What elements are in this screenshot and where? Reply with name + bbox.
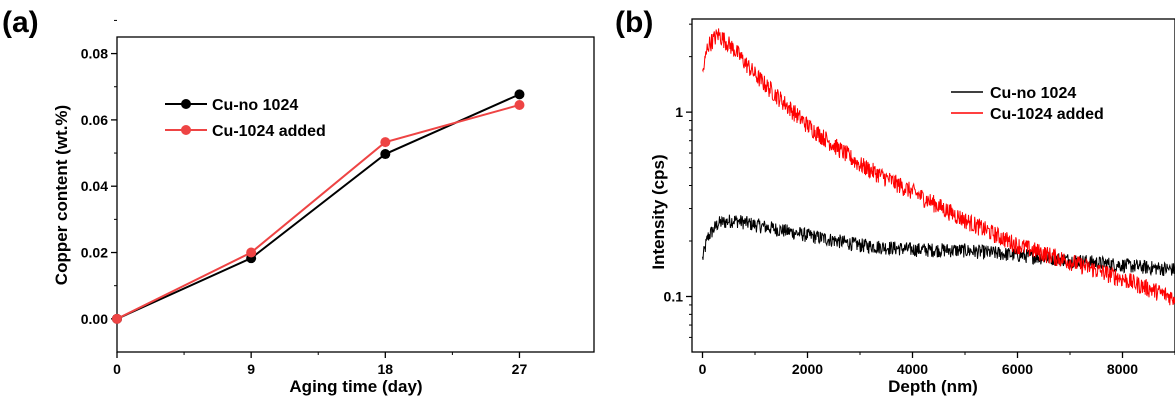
panel-b-x-tick-label: 2000 — [792, 361, 823, 377]
panel-b-x-tick-label: 4000 — [897, 361, 928, 377]
panel-a-chart: (a) Aging time (day) Copper content (wt.… — [2, 6, 595, 396]
panel-a-x-tick-label: 27 — [512, 361, 528, 377]
panel-a-x-tick-label: 0 — [113, 361, 121, 377]
panel-b-y-tick-label: 0.1 — [664, 289, 684, 305]
panel-a-x-tick-label: 9 — [247, 361, 255, 377]
legend-marker-cu-no-1024 — [181, 99, 191, 109]
data-point-cu-no-1024 — [380, 149, 391, 160]
panel-a-y-ticks: 0.00 0.02 0.04 0.06 0.08 — [81, 19, 117, 327]
legend-label-cu-no-1024-b: Cu-no 1024 — [990, 85, 1076, 102]
panel-b-series — [702, 28, 1175, 306]
panel-b-label: (b) — [615, 6, 653, 39]
panel-b-x-tick-label: 6000 — [1002, 361, 1033, 377]
panel-b-legend: Cu-no 1024 Cu-1024 added — [951, 85, 1104, 123]
legend-label-cu-1024-added-b: Cu-1024 added — [990, 106, 1104, 123]
panel-b-x-axis-title: Depth (nm) — [888, 377, 978, 396]
legend-marker-cu-1024-added — [181, 125, 191, 135]
panel-b-y-tick-label: 1 — [675, 104, 683, 120]
panel-a-label: (a) — [2, 6, 39, 39]
panel-b-y-ticks: 0.11 — [664, 23, 692, 338]
panel-a-y-tick-label: 0.08 — [81, 46, 108, 62]
panel-a-x-axis-title: Aging time (day) — [289, 377, 422, 396]
panel-b-x-ticks: 0 2000 4000 6000 8000 — [699, 352, 1175, 377]
panel-a-x-ticks: 0 9 18 27 — [113, 352, 527, 377]
series-line-cu-1024-added — [116, 104, 520, 320]
panel-b-x-tick-label: 0 — [699, 361, 707, 377]
data-point-cu-no-1024 — [514, 89, 525, 100]
data-point-cu-1024-added — [112, 313, 122, 324]
data-point-cu-1024-added — [380, 137, 391, 148]
series-line-cu-1024-added-b — [702, 28, 1175, 306]
panel-a-legend: Cu-no 1024 Cu-1024 added — [165, 97, 326, 140]
panel-a-y-tick-label: 0.00 — [81, 311, 108, 327]
data-point-cu-1024-added — [514, 99, 525, 110]
panel-a-y-axis-title: Copper content (wt.%) — [52, 105, 71, 285]
panel-b-x-tick-label: 8000 — [1107, 361, 1138, 377]
panel-a-y-tick-label: 0.02 — [81, 245, 108, 261]
data-point-cu-1024-added — [246, 247, 257, 258]
panel-b-y-axis-title: Intensity (cps) — [649, 154, 668, 269]
panel-a-y-tick-label: 0.06 — [81, 112, 108, 128]
legend-label-cu-no-1024: Cu-no 1024 — [212, 97, 298, 114]
panel-a-x-tick-label: 18 — [378, 361, 394, 377]
panel-b-frame — [691, 18, 1175, 353]
panel-a-frame — [116, 36, 595, 353]
legend-label-cu-1024-added: Cu-1024 added — [212, 123, 326, 140]
panel-a-series — [112, 89, 525, 324]
series-line-cu-no-1024-b — [702, 214, 1175, 277]
panel-a-y-tick-label: 0.04 — [81, 178, 108, 194]
panel-b-chart: (b) Depth (nm) Intensity (cps) 0 2000 4000… — [615, 6, 1175, 396]
